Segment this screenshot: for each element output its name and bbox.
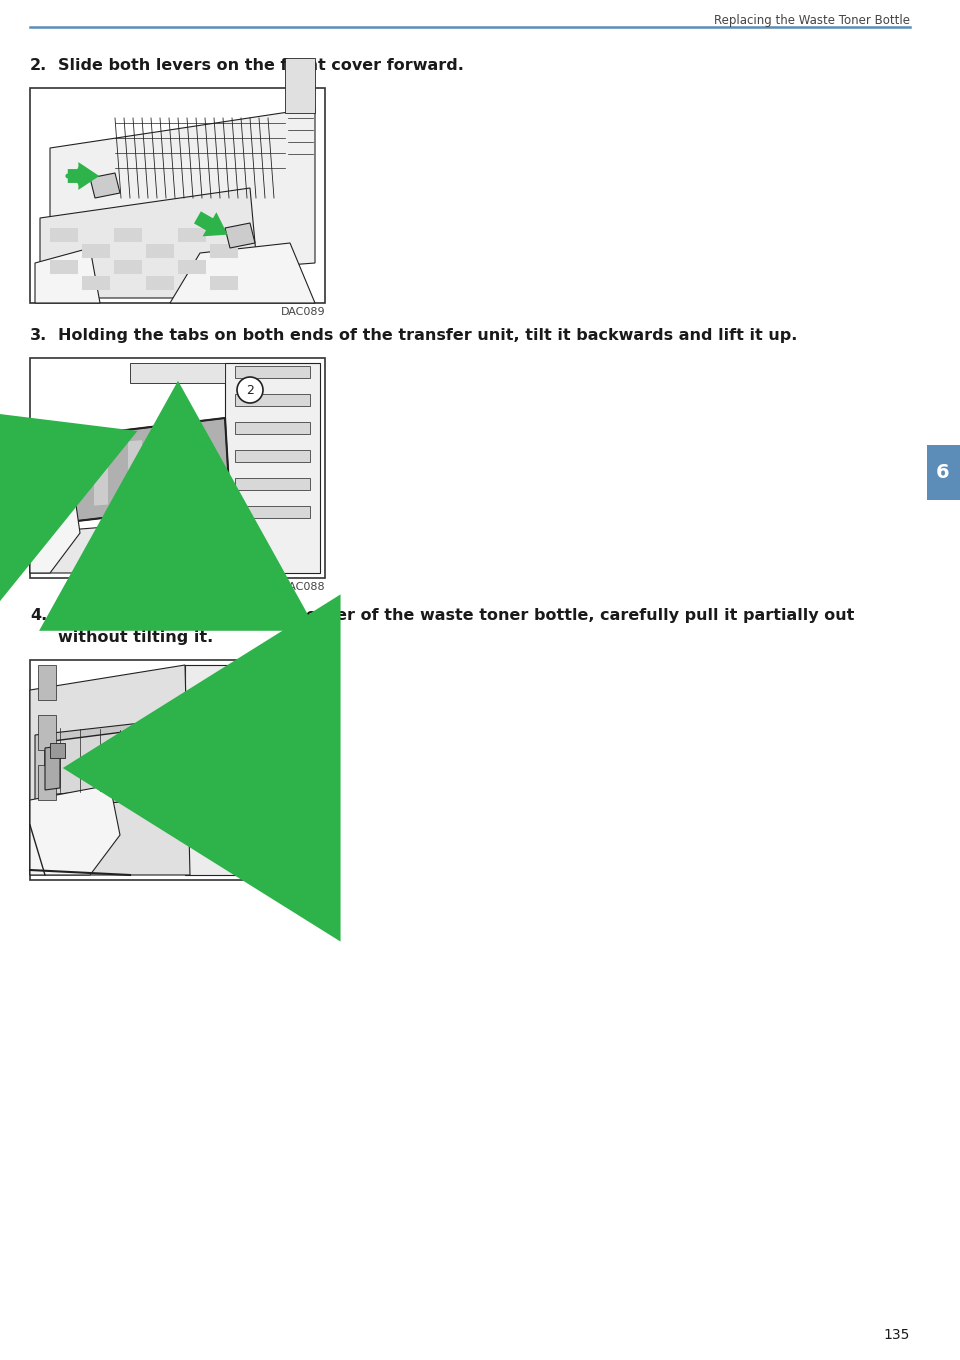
Text: DAC089: DAC089 bbox=[280, 307, 325, 317]
Bar bbox=[288, 698, 300, 709]
Bar bbox=[235, 394, 310, 407]
Polygon shape bbox=[94, 438, 108, 506]
Bar bbox=[288, 670, 300, 680]
Polygon shape bbox=[225, 223, 255, 248]
Polygon shape bbox=[50, 107, 315, 283]
Polygon shape bbox=[114, 228, 142, 242]
Text: Slide both levers on the front cover forward.: Slide both levers on the front cover for… bbox=[58, 58, 464, 73]
Text: DAC088: DAC088 bbox=[280, 582, 325, 592]
Polygon shape bbox=[90, 173, 120, 199]
Bar bbox=[235, 477, 310, 490]
Circle shape bbox=[152, 494, 178, 520]
Polygon shape bbox=[30, 665, 190, 874]
Bar bbox=[302, 670, 314, 680]
Text: 3.: 3. bbox=[30, 328, 47, 343]
Polygon shape bbox=[162, 442, 176, 509]
Text: Replacing the Waste Toner Bottle: Replacing the Waste Toner Bottle bbox=[714, 14, 910, 27]
Polygon shape bbox=[30, 518, 220, 573]
Polygon shape bbox=[82, 243, 110, 258]
Polygon shape bbox=[185, 665, 320, 874]
Polygon shape bbox=[35, 718, 190, 805]
Polygon shape bbox=[146, 276, 174, 290]
Bar bbox=[235, 422, 310, 434]
Bar bbox=[235, 506, 310, 518]
Text: 4.: 4. bbox=[30, 608, 47, 623]
Bar bbox=[30, 358, 325, 578]
Polygon shape bbox=[30, 785, 120, 874]
Text: 2: 2 bbox=[246, 384, 254, 397]
Circle shape bbox=[237, 377, 263, 403]
Bar bbox=[30, 660, 325, 880]
Text: without tilting it.: without tilting it. bbox=[58, 630, 213, 645]
Polygon shape bbox=[170, 243, 315, 303]
Bar bbox=[274, 684, 286, 694]
Polygon shape bbox=[178, 228, 206, 242]
Text: 1: 1 bbox=[161, 499, 169, 513]
Polygon shape bbox=[210, 276, 238, 290]
Polygon shape bbox=[50, 228, 78, 242]
Bar bbox=[38, 665, 56, 700]
Polygon shape bbox=[45, 725, 180, 796]
Bar bbox=[302, 684, 314, 694]
Bar bbox=[288, 684, 300, 694]
Bar bbox=[38, 715, 56, 749]
Polygon shape bbox=[225, 363, 320, 573]
Bar bbox=[260, 670, 272, 680]
Polygon shape bbox=[196, 443, 210, 510]
Bar bbox=[235, 366, 310, 378]
Polygon shape bbox=[30, 462, 80, 573]
Polygon shape bbox=[146, 243, 174, 258]
Bar bbox=[30, 88, 325, 303]
Polygon shape bbox=[45, 747, 60, 790]
Text: Holding the tabs on both ends of the transfer unit, tilt it backwards and lift i: Holding the tabs on both ends of the tra… bbox=[58, 328, 798, 343]
Polygon shape bbox=[130, 363, 225, 384]
Polygon shape bbox=[210, 243, 238, 258]
Bar bbox=[285, 58, 315, 113]
Polygon shape bbox=[60, 418, 230, 524]
Polygon shape bbox=[60, 437, 74, 505]
Bar bbox=[302, 698, 314, 709]
Polygon shape bbox=[128, 441, 142, 507]
Bar bbox=[260, 698, 272, 709]
Polygon shape bbox=[114, 260, 142, 273]
Text: Holding the handle at the center of the waste toner bottle, carefully pull it pa: Holding the handle at the center of the … bbox=[58, 608, 854, 623]
Text: 135: 135 bbox=[883, 1327, 910, 1342]
Bar bbox=[38, 764, 56, 800]
Polygon shape bbox=[35, 248, 100, 303]
FancyBboxPatch shape bbox=[927, 445, 960, 500]
Text: DAC076: DAC076 bbox=[280, 884, 325, 894]
Polygon shape bbox=[82, 276, 110, 290]
Polygon shape bbox=[40, 188, 260, 298]
Bar bbox=[235, 450, 310, 462]
Bar bbox=[274, 698, 286, 709]
Text: 6: 6 bbox=[936, 462, 949, 481]
Bar bbox=[260, 684, 272, 694]
Polygon shape bbox=[50, 260, 78, 273]
Bar bbox=[50, 743, 65, 758]
Bar bbox=[274, 670, 286, 680]
Text: 2.: 2. bbox=[30, 58, 47, 73]
Polygon shape bbox=[178, 260, 206, 273]
